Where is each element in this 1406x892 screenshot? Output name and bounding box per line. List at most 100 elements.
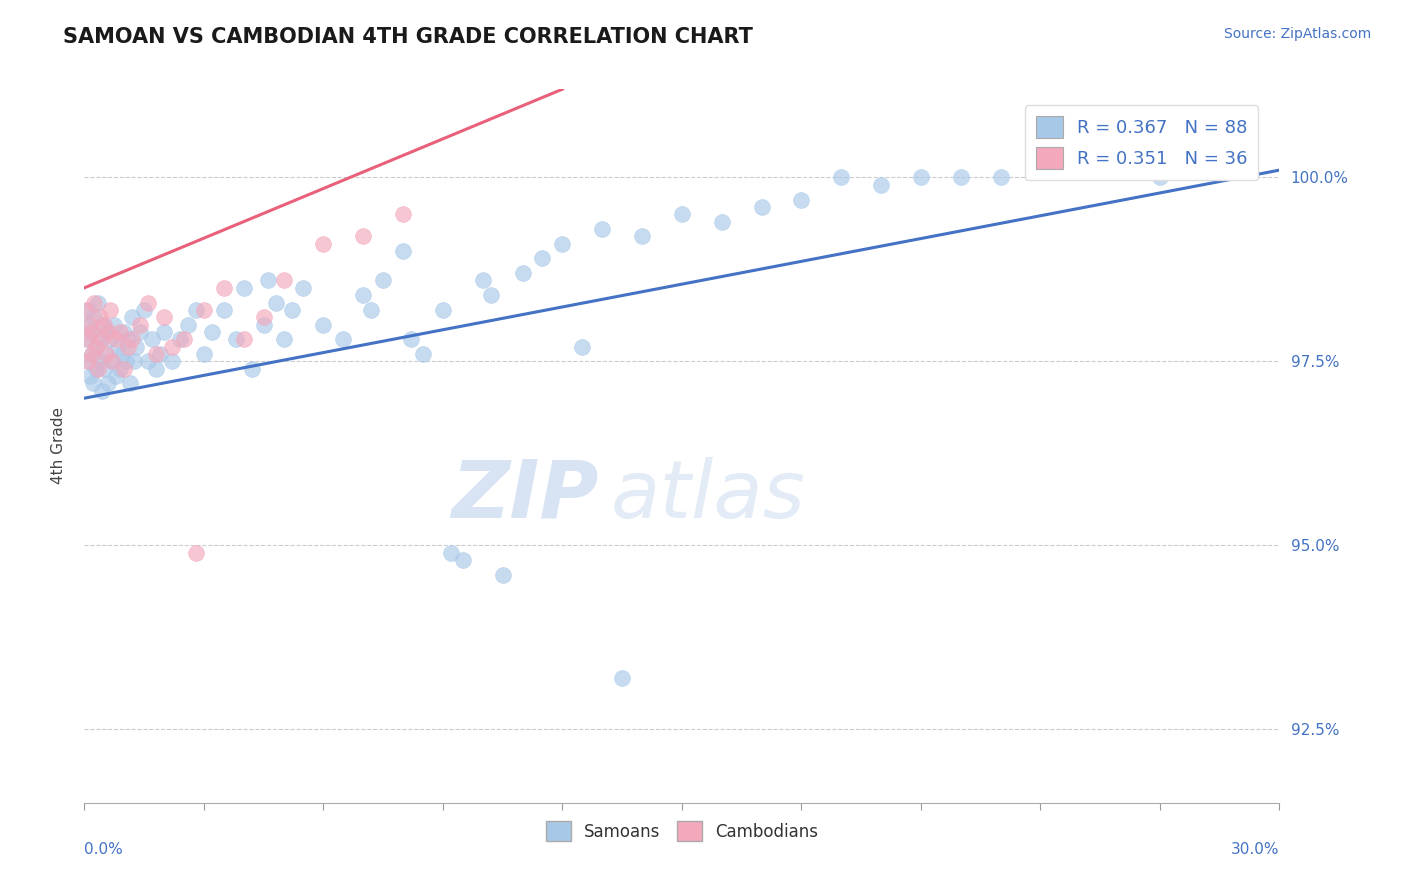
Point: [160, 354, 183, 368]
Point: [312, 318, 335, 332]
Point: [256, 273, 278, 287]
Point: [751, 200, 773, 214]
Point: [75, 332, 97, 346]
Point: [125, 340, 148, 354]
Point: [612, 671, 634, 685]
Point: [112, 361, 135, 376]
Point: [184, 546, 207, 560]
Point: [671, 207, 693, 221]
Point: [136, 354, 159, 368]
Point: [193, 302, 215, 317]
Point: [105, 369, 128, 384]
Point: [129, 325, 152, 339]
Point: [76, 332, 98, 346]
Point: [631, 229, 654, 244]
Point: [153, 325, 176, 339]
Point: [141, 332, 163, 346]
Text: Source: ZipAtlas.com: Source: ZipAtlas.com: [1223, 27, 1371, 41]
Point: [512, 266, 534, 280]
Point: [75, 302, 97, 317]
Point: [949, 170, 972, 185]
Point: [153, 310, 176, 325]
Point: [83, 310, 105, 325]
Point: [412, 347, 434, 361]
Point: [101, 354, 124, 368]
Point: [86, 340, 108, 354]
Point: [399, 332, 422, 346]
Point: [193, 347, 215, 361]
Point: [273, 332, 295, 346]
Point: [122, 354, 145, 368]
Point: [89, 354, 111, 368]
Point: [479, 288, 502, 302]
Point: [121, 332, 143, 346]
Point: [93, 318, 115, 332]
Point: [225, 332, 247, 346]
Point: [112, 325, 135, 339]
Point: [98, 332, 121, 346]
Point: [84, 361, 107, 376]
Point: [136, 295, 159, 310]
Point: [990, 170, 1012, 185]
Point: [117, 332, 139, 346]
Point: [212, 281, 235, 295]
Point: [132, 302, 156, 317]
Point: [96, 347, 118, 361]
Point: [551, 236, 574, 251]
Point: [105, 332, 128, 346]
Point: [110, 361, 132, 376]
Point: [97, 376, 120, 391]
Point: [121, 310, 143, 325]
Point: [110, 325, 132, 339]
Point: [120, 376, 142, 391]
Text: 30.0%: 30.0%: [1232, 842, 1279, 857]
Point: [184, 302, 207, 317]
Y-axis label: 4th Grade: 4th Grade: [51, 408, 66, 484]
Point: [98, 302, 121, 317]
Point: [93, 361, 115, 376]
Point: [76, 302, 98, 317]
Point: [253, 318, 276, 332]
Point: [117, 340, 139, 354]
Text: SAMOAN VS CAMBODIAN 4TH GRADE CORRELATION CHART: SAMOAN VS CAMBODIAN 4TH GRADE CORRELATIO…: [63, 27, 754, 46]
Point: [292, 281, 315, 295]
Point: [145, 347, 167, 361]
Point: [177, 318, 200, 332]
Point: [492, 567, 515, 582]
Point: [96, 325, 118, 339]
Point: [392, 244, 415, 258]
Point: [160, 340, 183, 354]
Point: [129, 318, 152, 332]
Point: [82, 325, 104, 339]
Point: [232, 281, 254, 295]
Point: [790, 193, 813, 207]
Point: [201, 325, 224, 339]
Point: [77, 318, 100, 332]
Point: [77, 354, 100, 368]
Point: [392, 207, 415, 221]
Point: [232, 332, 254, 346]
Point: [89, 310, 111, 325]
Point: [591, 222, 613, 236]
Point: [373, 273, 395, 287]
Point: [531, 252, 554, 266]
Point: [91, 384, 114, 398]
Point: [93, 318, 115, 332]
Point: [352, 229, 374, 244]
Point: [97, 325, 120, 339]
Text: 0.0%: 0.0%: [84, 842, 124, 857]
Point: [240, 361, 263, 376]
Point: [264, 295, 287, 310]
Point: [145, 361, 167, 376]
Point: [80, 325, 103, 339]
Point: [1149, 170, 1171, 185]
Point: [360, 302, 382, 317]
Point: [870, 178, 893, 192]
Point: [111, 347, 134, 361]
Point: [103, 318, 125, 332]
Point: [149, 347, 172, 361]
Point: [91, 332, 114, 346]
Point: [212, 302, 235, 317]
Point: [830, 170, 852, 185]
Point: [451, 553, 474, 567]
